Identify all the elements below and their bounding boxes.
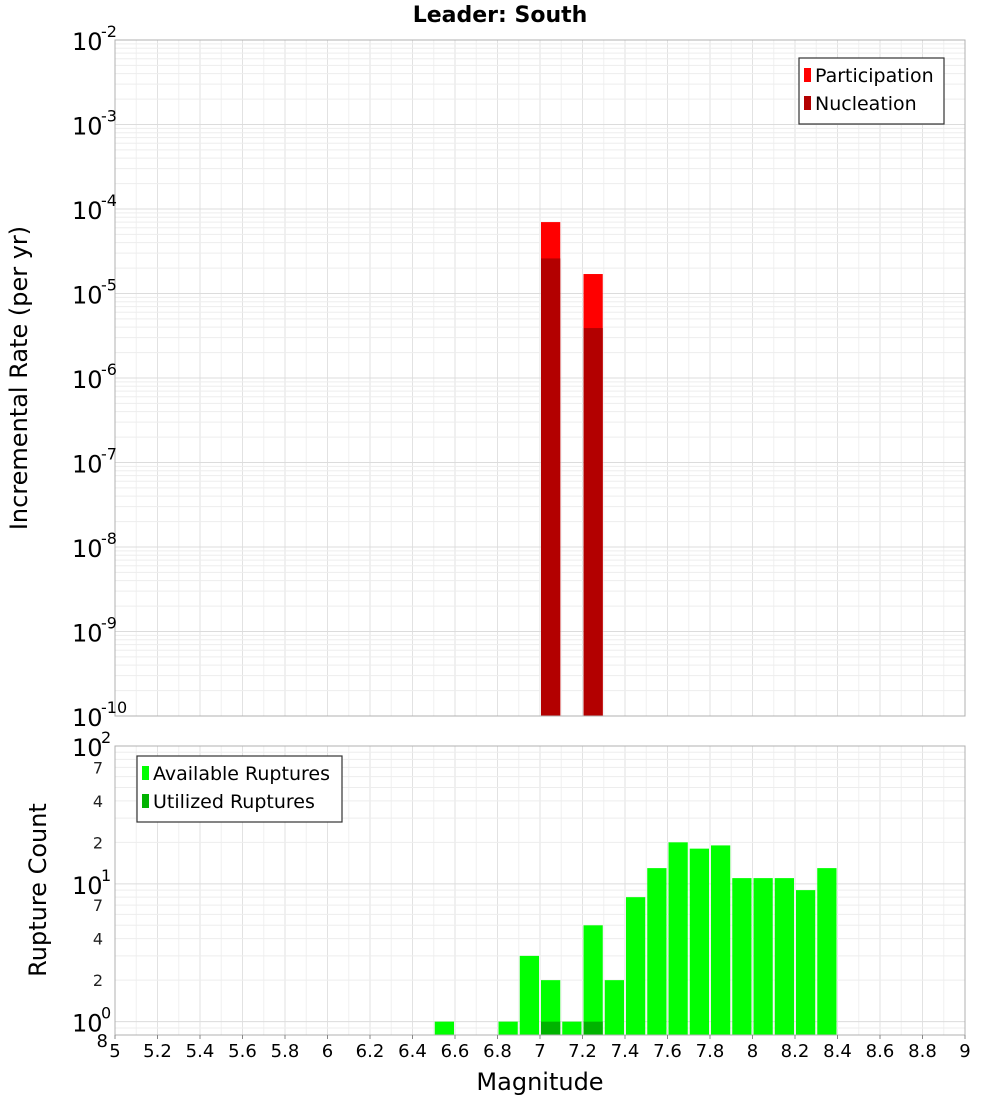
x-tick-label: 6.2 [356, 1041, 385, 1062]
x-axis-label: Magnitude [476, 1068, 603, 1096]
bottom-bar-utilized-ruptures [583, 1021, 603, 1035]
top-y-tick-exponent: -7 [101, 445, 117, 464]
x-tick-label: 7.2 [568, 1041, 597, 1062]
top-y-tick-label: 10 [72, 282, 103, 310]
top-y-axis-label: Incremental Rate (per yr) [5, 226, 33, 530]
top-y-tick-exponent: -5 [101, 276, 117, 295]
bottom-bar-available-ruptures [541, 980, 561, 1035]
x-tick-label: 7.8 [696, 1041, 725, 1062]
x-tick-label: 7.4 [611, 1041, 640, 1062]
bottom-bar-available-ruptures [519, 955, 539, 1035]
x-tick-label: 6.6 [441, 1041, 470, 1062]
x-tick-label: 7.6 [653, 1041, 682, 1062]
top-y-tick-label: 10 [72, 28, 103, 56]
bottom-bar-available-ruptures [796, 890, 816, 1035]
x-tick-label: 8.2 [781, 1041, 810, 1062]
x-tick-label: 6.4 [398, 1041, 427, 1062]
bottom-bar-available-ruptures [753, 878, 773, 1035]
bottom-y-minor-tick-label: 7 [93, 896, 103, 915]
top-y-tick-exponent: -9 [101, 614, 117, 633]
bottom-y-minor-tick-label: 2 [93, 833, 103, 852]
top-y-tick-label: 10 [72, 113, 103, 141]
top-bar-nucleation [583, 328, 603, 716]
x-tick-label: 5.8 [271, 1041, 300, 1062]
bottom-bar-available-ruptures [604, 980, 624, 1035]
x-tick-label: 5.2 [143, 1041, 172, 1062]
x-tick-label: 5.4 [186, 1041, 215, 1062]
top-plot-frame [114, 39, 966, 717]
top-bar-nucleation [541, 258, 561, 716]
x-tick-label: 8.6 [866, 1041, 895, 1062]
bottom-legend [136, 755, 343, 823]
legend-swatch [804, 68, 811, 82]
bottom-bar-available-ruptures [562, 1021, 582, 1035]
legend-entry-nucleation: Nucleation [815, 93, 917, 115]
bottom-bar-available-ruptures [689, 848, 709, 1035]
legend-swatch [804, 96, 811, 110]
legend-entry-utilized-ruptures: Utilized Ruptures [153, 791, 315, 813]
bottom-bar-available-ruptures [626, 897, 646, 1035]
bottom-y-tick-exponent: 2 [101, 728, 111, 747]
bottom-y-tick-exponent: 1 [101, 866, 111, 885]
bottom-bar-available-ruptures [498, 1021, 518, 1035]
bottom-y-minor-tick-label: 4 [93, 930, 103, 949]
x-tick-label: 7 [534, 1041, 545, 1062]
bottom-y-axis-label: Rupture Count [24, 803, 52, 977]
x-tick-label: 5.6 [228, 1041, 257, 1062]
top-y-tick-exponent: -4 [101, 191, 117, 210]
x-tick-label: 8 [747, 1041, 758, 1062]
legend-swatch [142, 766, 149, 780]
top-y-tick-label: 10 [72, 620, 103, 648]
top-y-tick-exponent: -6 [101, 360, 117, 379]
bottom-y-tick-exponent: 0 [101, 1004, 111, 1023]
top-y-tick-exponent: -3 [101, 107, 117, 126]
bottom-bar-utilized-ruptures [541, 1021, 561, 1035]
bottom-y-minor-tick-label: 2 [93, 971, 103, 990]
bottom-y-tick-label: 10 [72, 734, 103, 762]
top-y-tick-exponent: -2 [101, 22, 117, 41]
x-tick-label: 8.8 [908, 1041, 937, 1062]
legend-entry-participation: Participation [815, 65, 934, 87]
top-y-tick-label: 10 [72, 451, 103, 479]
x-tick-label: 9 [959, 1041, 970, 1062]
bottom-y-minor-tick-label: 4 [93, 792, 103, 811]
legend-swatch [142, 794, 149, 808]
top-y-tick-exponent: -8 [101, 529, 117, 548]
top-y-tick-label: 10 [72, 704, 103, 732]
x-tick-label: 6 [322, 1041, 333, 1062]
bottom-bar-available-ruptures [711, 845, 731, 1035]
bottom-y-tick-label: 10 [72, 872, 103, 900]
top-legend [798, 57, 945, 125]
bottom-bar-available-ruptures [647, 868, 667, 1035]
bottom-y-minor-tick-label: 7 [93, 758, 103, 777]
chart-title: Leader: South [413, 3, 588, 28]
x-tick-label: 8.4 [823, 1041, 852, 1062]
bottom-bar-available-ruptures [583, 925, 603, 1035]
bottom-bar-available-ruptures [774, 878, 794, 1035]
bottom-bar-available-ruptures [817, 868, 837, 1035]
legend-entry-available-ruptures: Available Ruptures [153, 763, 330, 785]
top-y-tick-label: 10 [72, 366, 103, 394]
bottom-y-tick-label: 10 [72, 1010, 103, 1038]
top-y-tick-label: 10 [72, 535, 103, 563]
top-y-tick-label: 10 [72, 197, 103, 225]
bottom-y-minor-tick-label: 8 [97, 1031, 108, 1052]
bottom-bar-available-ruptures [434, 1021, 454, 1035]
bottom-bar-available-ruptures [668, 842, 688, 1035]
x-tick-label: 6.8 [483, 1041, 512, 1062]
top-panel: 10-1010-910-810-710-610-510-410-310-2Par… [72, 22, 966, 732]
x-tick-label: 5 [109, 1041, 120, 1062]
bottom-bar-available-ruptures [732, 878, 752, 1035]
top-y-tick-exponent: -10 [101, 698, 127, 717]
